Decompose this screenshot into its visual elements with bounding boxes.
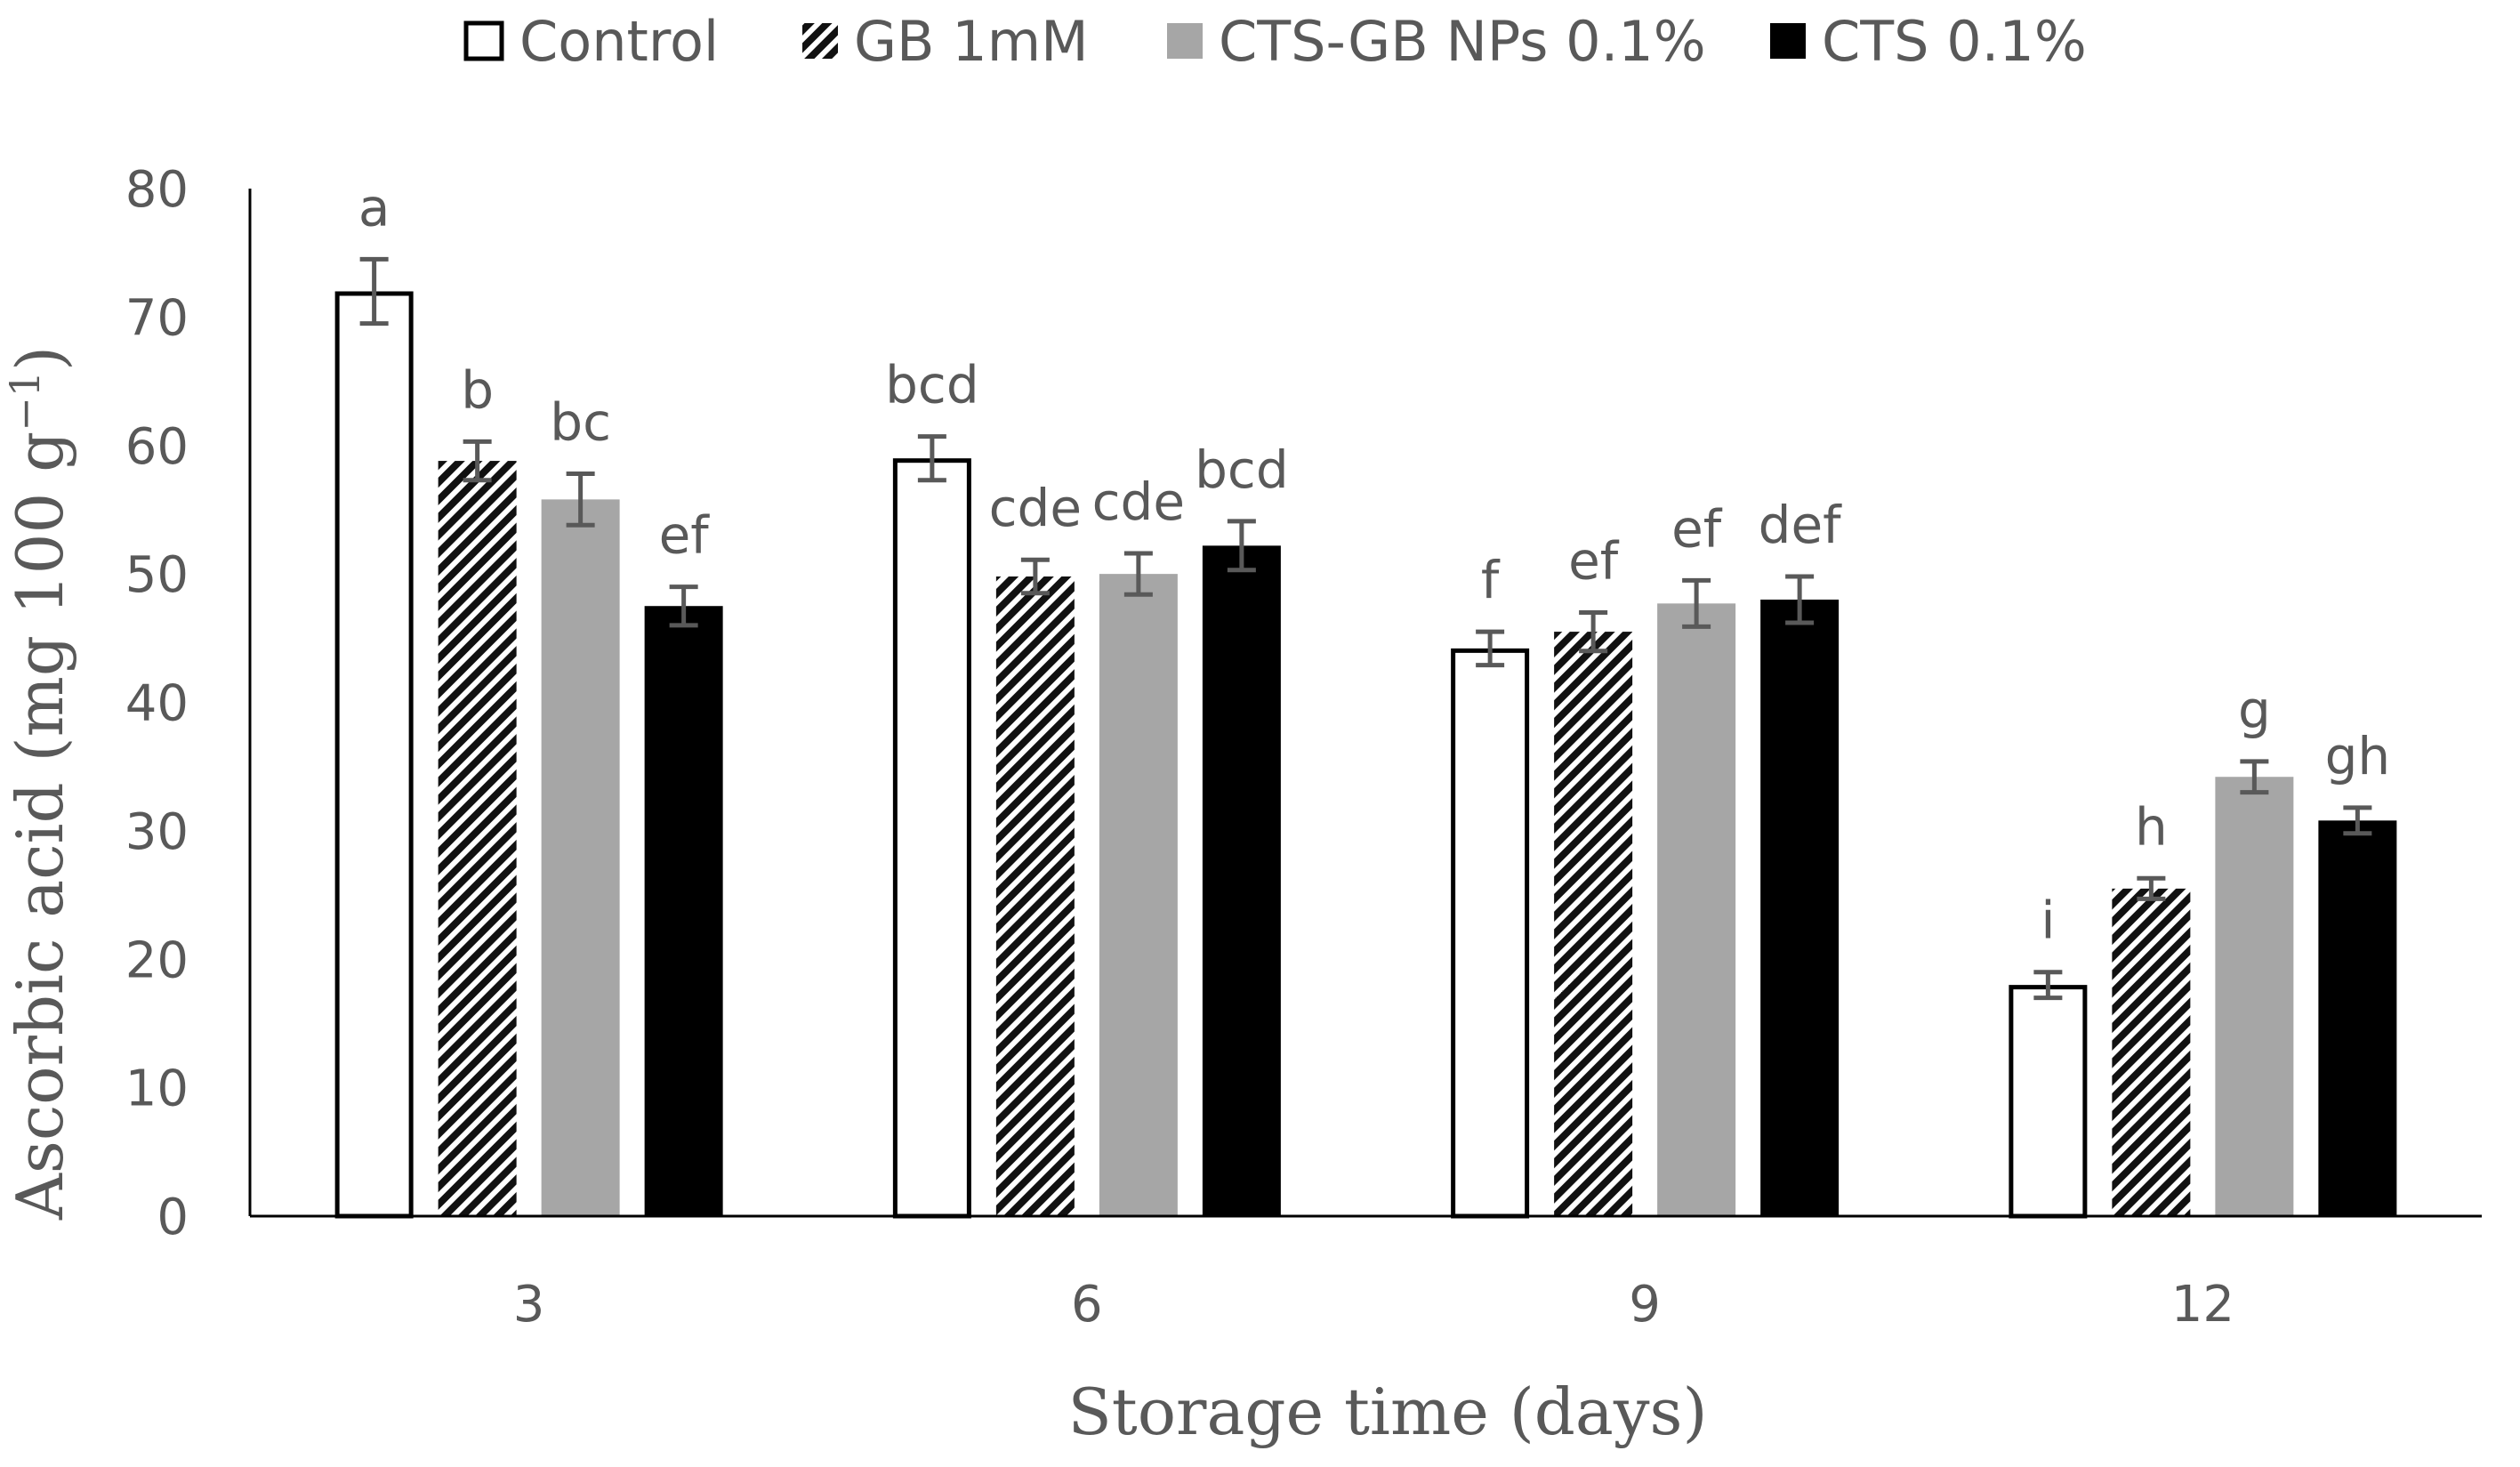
bar <box>1451 648 1530 1219</box>
significance-letter: ef <box>1671 498 1723 559</box>
significance-letter: bcd <box>1195 439 1289 500</box>
error-bar <box>359 256 389 326</box>
significance-letter: f <box>1481 550 1501 610</box>
bar <box>892 458 971 1219</box>
error-bar <box>2033 970 2063 1001</box>
error-bar <box>1123 551 1153 597</box>
significance-letter: cde <box>989 478 1082 538</box>
bar <box>1760 600 1840 1216</box>
error-bar <box>917 434 946 483</box>
significance-letter: a <box>358 177 390 238</box>
legend-label-cts-gb: CTS-GB NPs 0.1% <box>1219 9 1706 74</box>
x-tick-label: 3 <box>513 1276 545 1334</box>
significance-letter: ef <box>659 505 711 566</box>
bar <box>438 461 517 1216</box>
significance-letters: a bcd f i b cde ef h bc cde ef g ef bcd def gh <box>358 177 2390 950</box>
error-bar <box>2240 759 2269 795</box>
bar <box>995 576 1075 1216</box>
significance-letter: gh <box>2325 726 2391 786</box>
significance-letter: g <box>2238 680 2271 740</box>
y-tick-label: 50 <box>125 546 189 604</box>
legend-swatch-cts-gb <box>1167 23 1203 59</box>
significance-letter: ef <box>1568 530 1620 591</box>
significance-letter: b <box>461 359 494 420</box>
error-bar <box>463 439 492 483</box>
error-bar <box>1227 519 1256 573</box>
x-tick-label: 9 <box>1629 1276 1661 1334</box>
significance-letter: bcd <box>885 355 979 415</box>
bar <box>2318 820 2397 1216</box>
legend-label-gb: GB 1mM <box>854 9 1089 74</box>
bar <box>541 499 620 1216</box>
y-tick-label: 10 <box>125 1060 189 1118</box>
bar <box>1657 603 1736 1216</box>
bar <box>334 291 414 1219</box>
error-bar <box>1785 574 1815 625</box>
legend-label-control: Control <box>519 9 719 74</box>
y-axis-title: Ascorbic acid (mg 100 g−1) <box>1 346 77 1221</box>
legend-swatch-cts <box>1770 23 1806 59</box>
y-tick-labels: 0 10 20 30 40 50 60 70 80 <box>125 161 189 1246</box>
y-tick-label: 60 <box>125 418 189 476</box>
bar <box>2112 888 2191 1216</box>
y-tick-label: 20 <box>125 931 189 989</box>
bar <box>1554 632 1633 1216</box>
error-bar <box>669 584 698 628</box>
y-tick-label: 30 <box>125 803 189 861</box>
legend-swatch-gb <box>802 23 838 59</box>
x-tick-labels: 3 6 9 12 <box>513 1276 2234 1334</box>
error-bar <box>1579 609 1608 654</box>
legend-swatch-control <box>463 20 504 61</box>
x-tick-label: 6 <box>1071 1276 1103 1334</box>
bar <box>1202 545 1281 1216</box>
error-bar <box>2137 875 2166 901</box>
x-axis-title: Storage time (days) <box>1067 1374 1707 1449</box>
x-tick-label: 12 <box>2171 1276 2234 1334</box>
significance-letter: bc <box>550 392 611 453</box>
y-tick-label: 80 <box>125 161 189 219</box>
significance-letter: h <box>2135 796 2168 857</box>
significance-letter: i <box>2041 891 2055 951</box>
error-bar <box>1020 557 1050 596</box>
y-tick-label: 40 <box>125 675 189 733</box>
legend: Control GB 1mM CTS-GB NPs 0.1% CTS 0.1% <box>463 9 2087 74</box>
bar <box>644 606 723 1216</box>
y-tick-label: 70 <box>125 289 189 347</box>
error-bar <box>566 472 595 528</box>
bars <box>334 291 2397 1219</box>
error-bar <box>2343 805 2372 836</box>
bar <box>2009 985 2088 1219</box>
y-tick-label: 0 <box>157 1189 189 1246</box>
bar <box>1099 574 1178 1216</box>
significance-letter: def <box>1759 495 1843 555</box>
bar <box>2215 777 2294 1216</box>
error-bar <box>1476 629 1505 668</box>
error-bars <box>359 256 2372 1001</box>
legend-label-cts: CTS 0.1% <box>1822 9 2087 74</box>
significance-letter: cde <box>1092 472 1185 532</box>
error-bar <box>1682 577 1711 629</box>
